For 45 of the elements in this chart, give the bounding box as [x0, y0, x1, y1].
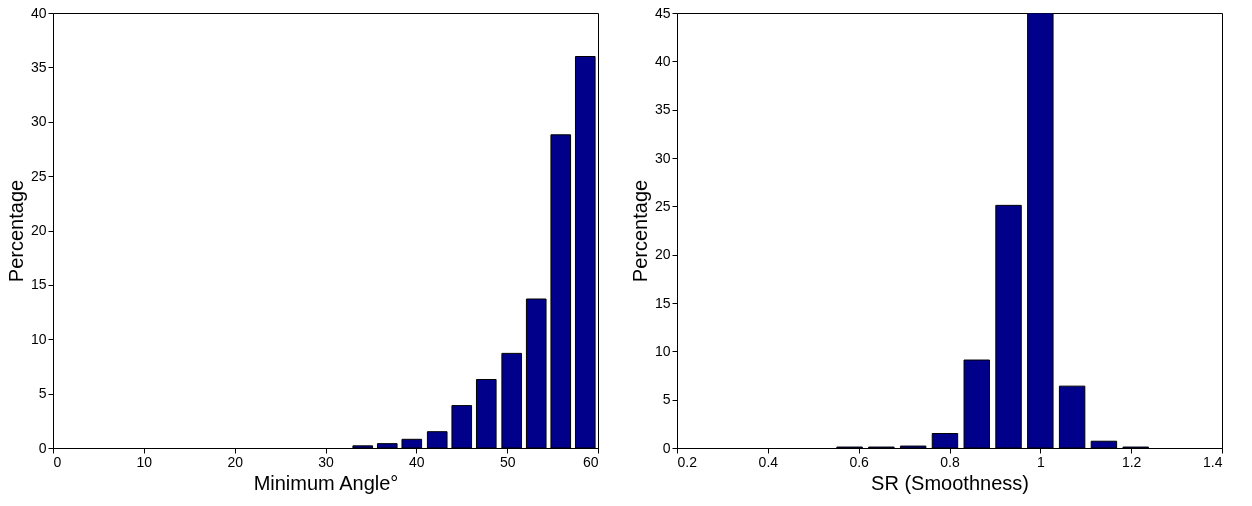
x-tick-label: 0.4: [758, 453, 779, 470]
y-tick-label: 5: [38, 385, 47, 402]
bar: [352, 445, 374, 448]
x-tick-label: 40: [409, 453, 425, 470]
bar: [376, 443, 398, 448]
x-tick-label: 1.2: [1121, 453, 1142, 470]
bar: [426, 431, 448, 448]
y-tick-label: 40: [654, 52, 671, 69]
x-tick-label: 20: [227, 453, 244, 470]
bar: [475, 378, 497, 448]
bar: [451, 405, 473, 448]
y-tick-label: 30: [30, 113, 47, 130]
y-tick-label: 10: [30, 330, 47, 347]
y-tick-label: 45: [654, 4, 671, 21]
y-tick-label: 20: [30, 222, 47, 238]
y-tick-label: 5: [662, 391, 671, 408]
x-tick-label: 0.6: [849, 453, 870, 470]
y-tick-label: 25: [654, 197, 671, 214]
y-tick-label: 15: [654, 294, 671, 311]
x-tick-label: 60: [582, 453, 599, 470]
y-tick-label: 20: [654, 246, 671, 263]
y-tick-label: 15: [30, 276, 47, 293]
x-tick-label: 50: [499, 453, 516, 470]
bar: [550, 134, 572, 448]
x-tick-label: 0.8: [940, 453, 960, 470]
y-tick-label: 35: [30, 58, 47, 75]
bar: [574, 56, 596, 448]
x-tick-label: 0: [53, 453, 62, 470]
y-axis-title: Percentage: [628, 179, 651, 283]
x-tick-label: 1.4: [1203, 453, 1223, 470]
x-axis-title: SR (Smoothness): [871, 471, 1029, 494]
x-tick-label: 0.2: [677, 453, 698, 470]
x-axis-title: Minimum Angle°: [253, 471, 399, 494]
bar: [525, 298, 547, 448]
y-tick-label: 10: [654, 342, 671, 359]
y-tick-label: 35: [654, 101, 671, 118]
y-axis-title: Percentage: [4, 179, 27, 283]
x-tick-label: 10: [136, 453, 153, 470]
x-tick-label: 1: [1036, 453, 1045, 470]
x-tick-label: 30: [318, 453, 334, 470]
y-tick-label: 25: [30, 167, 47, 184]
y-tick-label: 0: [38, 439, 47, 456]
y-tick-label: 0: [662, 439, 671, 456]
y-tick-label: 40: [30, 4, 47, 21]
y-tick-label: 30: [654, 149, 671, 166]
